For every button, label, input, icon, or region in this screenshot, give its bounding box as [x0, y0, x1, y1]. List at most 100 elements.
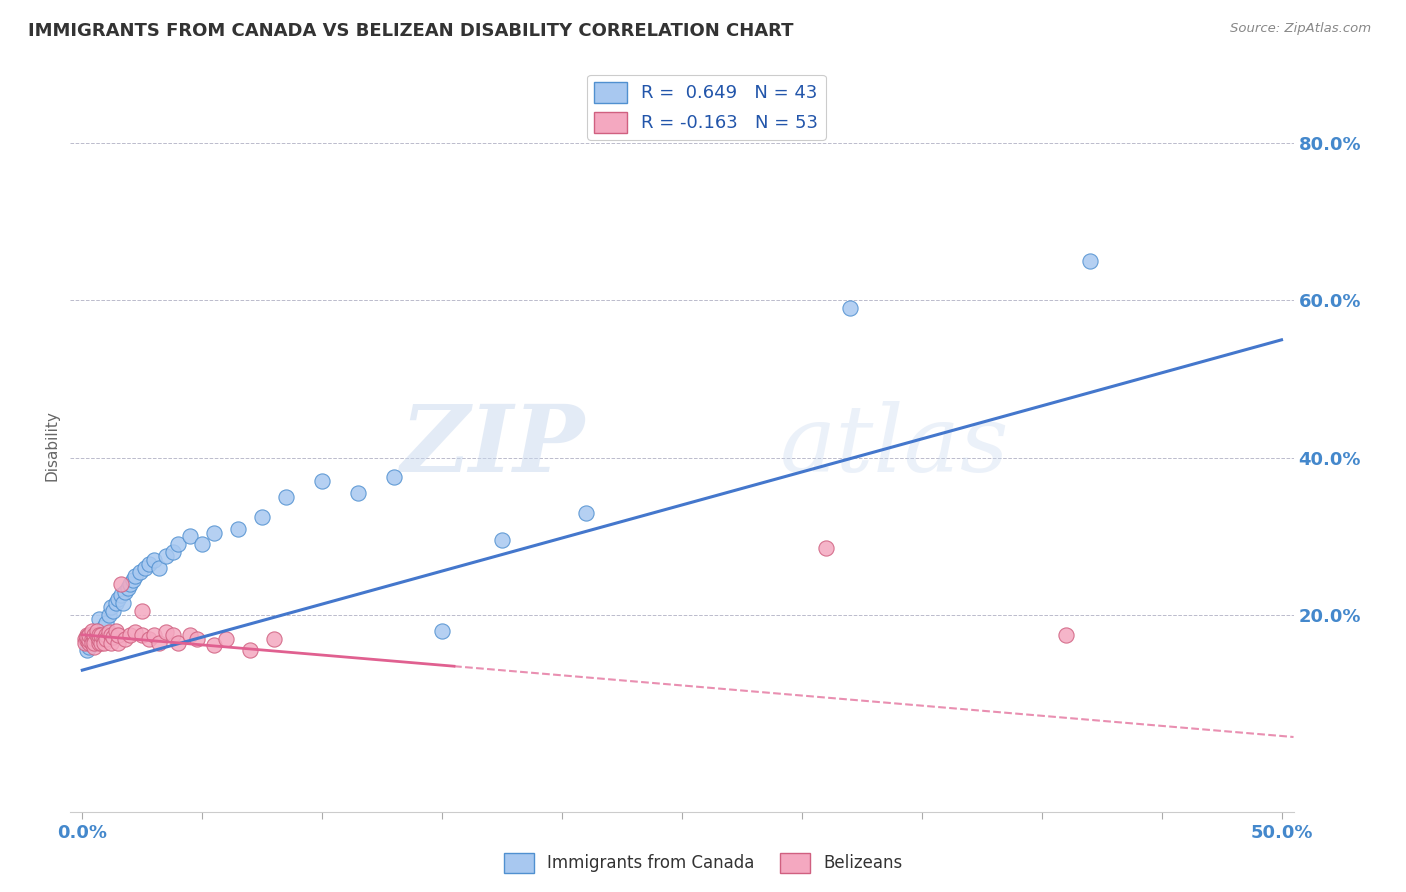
- Point: [120, 576, 142, 591]
- Point: [97, 625, 120, 640]
- Point: [83, 628, 105, 642]
- Point: [263, 632, 285, 646]
- Point: [83, 632, 105, 646]
- Text: ZIP: ZIP: [399, 401, 583, 491]
- Text: IMMIGRANTS FROM CANADA VS BELIZEAN DISABILITY CORRELATION CHART: IMMIGRANTS FROM CANADA VS BELIZEAN DISAB…: [28, 22, 793, 40]
- Point: [87, 635, 110, 649]
- Point: [96, 632, 118, 646]
- Point: [104, 624, 127, 638]
- Point: [83, 635, 105, 649]
- Point: [311, 475, 333, 489]
- Point: [1078, 254, 1101, 268]
- Point: [86, 624, 108, 638]
- Point: [76, 643, 98, 657]
- Point: [128, 565, 150, 579]
- Point: [83, 635, 105, 649]
- Point: [838, 301, 860, 316]
- Point: [112, 596, 135, 610]
- Legend: Immigrants from Canada, Belizeans: Immigrants from Canada, Belizeans: [498, 847, 908, 880]
- Point: [143, 553, 166, 567]
- Point: [814, 541, 837, 556]
- Point: [107, 628, 129, 642]
- Point: [131, 604, 153, 618]
- Point: [114, 584, 136, 599]
- Point: [124, 568, 146, 582]
- Point: [80, 624, 103, 638]
- Point: [215, 632, 238, 646]
- Point: [155, 625, 177, 640]
- Point: [121, 573, 143, 587]
- Point: [103, 630, 125, 644]
- Point: [107, 592, 129, 607]
- Point: [179, 529, 201, 543]
- Point: [97, 608, 120, 623]
- Point: [87, 632, 110, 646]
- Point: [491, 533, 513, 548]
- Point: [90, 635, 112, 649]
- Text: atlas: atlas: [780, 401, 1010, 491]
- Point: [90, 628, 112, 642]
- Point: [575, 506, 598, 520]
- Point: [120, 628, 142, 642]
- Point: [250, 509, 273, 524]
- Point: [179, 628, 201, 642]
- Point: [87, 628, 110, 642]
- Point: [347, 486, 370, 500]
- Point: [202, 638, 225, 652]
- Point: [124, 625, 146, 640]
- Point: [100, 628, 122, 642]
- Point: [117, 581, 139, 595]
- Point: [93, 635, 115, 649]
- Point: [138, 557, 160, 571]
- Point: [80, 632, 103, 646]
- Point: [430, 624, 453, 638]
- Point: [93, 632, 115, 646]
- Point: [79, 633, 101, 648]
- Point: [202, 525, 225, 540]
- Text: Source: ZipAtlas.com: Source: ZipAtlas.com: [1230, 22, 1371, 36]
- Point: [114, 632, 136, 646]
- Point: [83, 640, 105, 654]
- Point: [104, 596, 127, 610]
- Point: [87, 612, 110, 626]
- Point: [134, 561, 156, 575]
- Point: [162, 545, 184, 559]
- Point: [79, 640, 101, 654]
- Point: [107, 635, 129, 649]
- Point: [162, 628, 184, 642]
- Point: [80, 635, 103, 649]
- Point: [110, 589, 132, 603]
- Point: [191, 537, 214, 551]
- Point: [382, 470, 405, 484]
- Point: [79, 628, 101, 642]
- Point: [167, 635, 190, 649]
- Point: [131, 628, 153, 642]
- Point: [155, 549, 177, 563]
- Point: [100, 635, 122, 649]
- Point: [93, 620, 115, 634]
- Point: [138, 632, 160, 646]
- Point: [80, 632, 103, 646]
- Point: [276, 490, 298, 504]
- Point: [239, 643, 262, 657]
- Point: [76, 628, 98, 642]
- Point: [186, 632, 208, 646]
- Point: [90, 628, 112, 642]
- Point: [100, 600, 122, 615]
- Point: [110, 576, 132, 591]
- Point: [86, 628, 108, 642]
- Point: [143, 628, 166, 642]
- Point: [148, 561, 170, 575]
- Point: [103, 604, 125, 618]
- Point: [148, 635, 170, 649]
- Y-axis label: Disability: Disability: [44, 410, 59, 482]
- Point: [76, 633, 98, 648]
- Point: [76, 630, 98, 644]
- Point: [1054, 628, 1077, 642]
- Point: [226, 522, 249, 536]
- Point: [167, 537, 190, 551]
- Point: [96, 628, 118, 642]
- Point: [86, 624, 108, 638]
- Point: [73, 635, 96, 649]
- Point: [96, 615, 118, 630]
